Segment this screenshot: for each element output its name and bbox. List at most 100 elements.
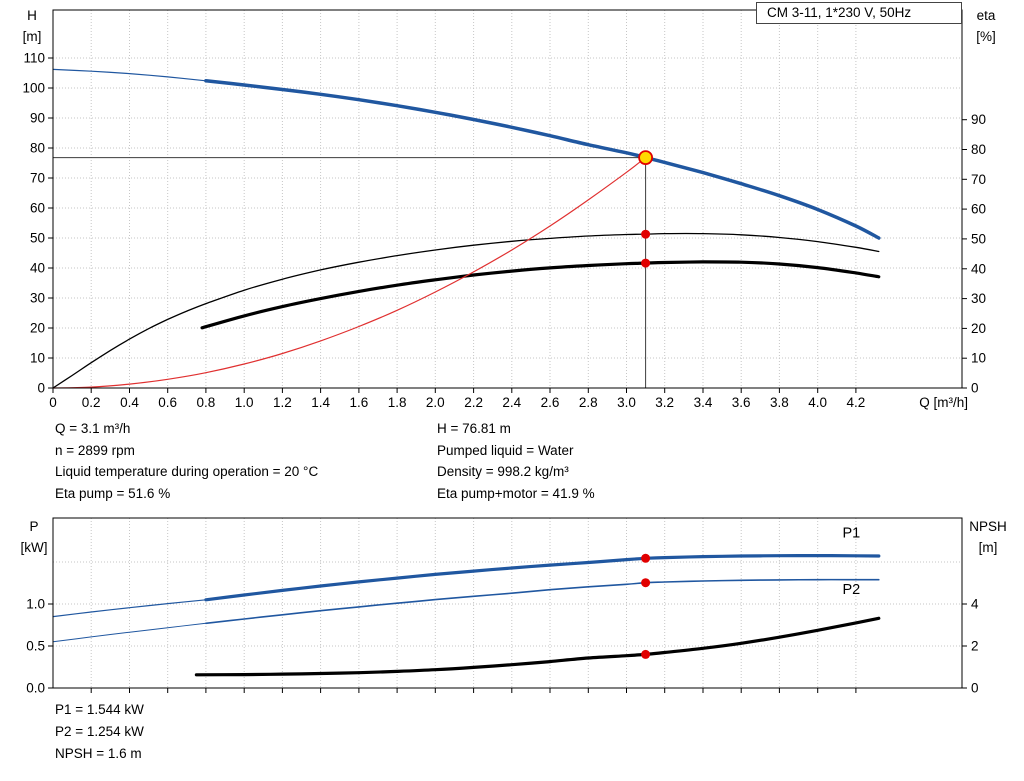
series-eta-pump-motor [200, 260, 881, 330]
x-tick-label: 4.2 [847, 395, 866, 410]
y-tick-label: 80 [30, 141, 45, 156]
npsh-duty-dot [641, 649, 651, 659]
y-tick-label: 30 [971, 291, 986, 306]
info-speed: n = 2899 rpm [55, 442, 135, 458]
y-tick-label: 50 [971, 231, 986, 246]
series-system-curve [52, 157, 647, 389]
x-tick-label: 2.4 [502, 395, 521, 410]
power-npsh-chart: 0.0 0.5 1.0 0 2 4 P1 P2 [26, 517, 979, 696]
info-p1: P1 = 1.544 kW [55, 702, 144, 717]
x-tick-label: 2.8 [579, 395, 598, 410]
info-p2: P2 = 1.254 kW [55, 724, 144, 739]
y-tick-label: 70 [30, 171, 45, 186]
hq-eta-chart: 0 0.2 0.4 0.6 0.8 1.0 1.2 1.4 1.6 1.8 2.0 2.2 2.4 2.6… [22, 9, 986, 410]
series-p1-curve [204, 554, 881, 602]
y-tick-label: 40 [30, 261, 45, 276]
p-axis-title: P [kW] [12, 516, 56, 558]
x-tick-label: 2.2 [464, 395, 483, 410]
y-tick-label: 30 [30, 291, 45, 306]
npsh-axis-title-symbol: NPSH [969, 519, 1007, 534]
y-tick-label: 80 [971, 142, 986, 157]
x-axis-unit-label: Q [m³/h] [919, 395, 968, 410]
info-liquid-temperature: Liquid temperature during operation = 20… [55, 464, 319, 479]
y-tick-label: 40 [971, 261, 986, 276]
plot-frame [52, 9, 963, 389]
pump-model-box: CM 3-11, 1*230 V, 50Hz [756, 2, 962, 24]
y-tick-label: 110 [23, 51, 45, 66]
x-tick-label: 1.2 [273, 395, 292, 410]
y-tick-label: 10 [30, 351, 45, 366]
y-tick-label: 10 [971, 351, 986, 366]
y-tick-label: 60 [971, 202, 986, 217]
x-tick-label: 1.8 [388, 395, 407, 410]
x-tick-label: 3.4 [694, 395, 713, 410]
x-tick-label: 4.0 [808, 395, 827, 410]
x-tick-label: 1.0 [235, 395, 254, 410]
p2-label: P2 [843, 582, 861, 598]
y-tick-label: 20 [30, 321, 45, 336]
npsh-axis-title-unit: [m] [978, 540, 998, 555]
info-h: H = 76.81 m [437, 421, 511, 436]
y-tick-label: 100 [22, 81, 45, 96]
eta-axis-title: eta [%] [962, 5, 1010, 47]
x-tick-label: 2.6 [541, 395, 560, 410]
h-axis-title-symbol: H [27, 8, 37, 23]
y-tick-label: 0.5 [26, 639, 45, 654]
x-tick-label: 3.2 [655, 395, 674, 410]
info-pumped-liquid: Pumped liquid = Water [437, 442, 574, 458]
series-p2-curve [205, 578, 880, 625]
power-results: P1 = 1.544 kW P2 = 1.254 kW NPSH = 1.6 m [55, 699, 144, 765]
p-axis-title-symbol: P [29, 519, 39, 534]
series-hq-curve [204, 79, 881, 240]
x-tick-label: 0.4 [120, 395, 139, 410]
info-eta-pump: Eta pump = 51.6 % [55, 485, 171, 501]
x-tick-label: 0 [49, 395, 57, 410]
x-tick-label: 1.6 [350, 395, 369, 410]
plot-frame [52, 517, 963, 689]
p1-label: P1 [843, 526, 861, 542]
h-axis-title: H [m] [12, 5, 52, 47]
x-tick-label: 0.2 [82, 395, 101, 410]
p-axis-title-unit: [kW] [20, 540, 48, 555]
series-hq-extension [52, 68, 207, 82]
x-tick-label: 1.4 [311, 395, 330, 410]
npsh-axis-title: NPSH [m] [960, 516, 1016, 558]
info-density: Density = 998.2 kg/m³ [437, 464, 569, 479]
x-tick-label: 2.0 [426, 395, 445, 410]
series-p2-extension [52, 622, 207, 643]
y-tick-label: 1.0 [26, 597, 45, 612]
eta-motor-duty-dot [641, 258, 651, 268]
y-tick-label: 4 [971, 597, 979, 612]
eta-axis-title-symbol: eta [976, 8, 996, 23]
h-axis-title-unit: [m] [22, 29, 42, 44]
y-tick-label: 60 [30, 201, 45, 216]
x-tick-label: 3.8 [770, 395, 789, 410]
y-tick-label: 2 [971, 639, 979, 654]
y-tick-label: 90 [30, 111, 45, 126]
operating-conditions-left: Q = 3.1 m³/h n = 2899 rpm Liquid tempera… [55, 418, 318, 504]
operating-conditions-right: H = 76.81 m Pumped liquid = Water Densit… [437, 418, 595, 504]
series-p1-extension [52, 599, 207, 618]
y-tick-label: 50 [30, 231, 45, 246]
x-tick-label: 0.8 [197, 395, 216, 410]
x-tick-label: 0.6 [158, 395, 177, 410]
info-npsh: NPSH = 1.6 m [55, 746, 142, 761]
info-eta-pump-motor: Eta pump+motor = 41.9 % [437, 485, 595, 501]
y-tick-label: 70 [971, 172, 986, 187]
duty-point [638, 150, 653, 166]
y-tick-label: 0 [971, 381, 979, 396]
y-tick-label: 20 [971, 321, 986, 336]
series-npsh-curve [194, 616, 881, 677]
y-tick-label: 0.0 [26, 681, 45, 696]
y-tick-label: 0 [37, 381, 45, 396]
eta-axis-title-unit: [%] [976, 29, 996, 44]
x-tick-label: 3.6 [732, 395, 751, 410]
y-tick-label: 90 [971, 112, 986, 127]
x-tick-label: 3.0 [617, 395, 636, 410]
y-tick-label: 0 [971, 681, 979, 696]
p2-duty-dot [641, 578, 651, 588]
p1-duty-dot [641, 553, 651, 563]
series-eta-pump [52, 232, 880, 389]
info-q: Q = 3.1 m³/h [55, 421, 131, 436]
